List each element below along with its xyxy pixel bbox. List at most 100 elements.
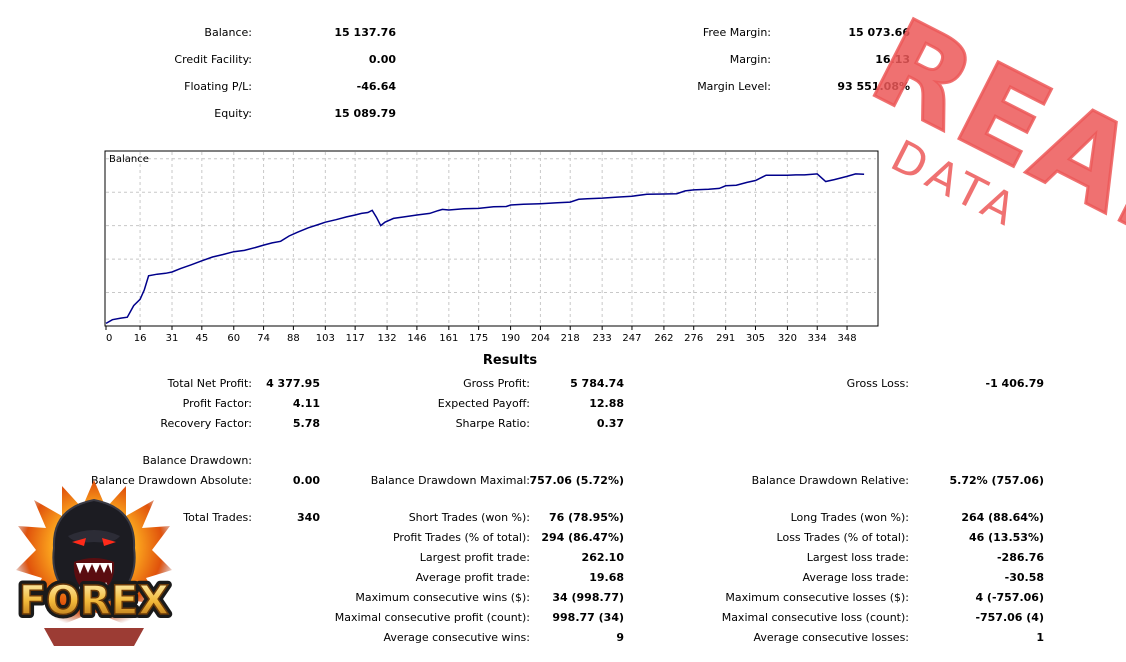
x-tick-label: 175: [469, 333, 488, 344]
avg-consec-losses-label: Average consecutive losses:: [753, 631, 909, 644]
maximal-consec-loss-value: -757.06 (4): [975, 611, 1044, 624]
avg-loss-value: -30.58: [1004, 571, 1044, 584]
balance-label: Balance:: [204, 26, 252, 39]
x-tick-label: 16: [134, 333, 147, 344]
credit-label: Credit Facility:: [174, 53, 252, 66]
balance-series-line: [105, 173, 865, 325]
total-trades-label: Total Trades:: [183, 511, 252, 524]
long-trades-label: Long Trades (won %):: [790, 511, 909, 524]
avg-consec-wins-label: Average consecutive wins:: [383, 631, 530, 644]
x-tick-label: 88: [287, 333, 300, 344]
max-consec-wins-value: 34 (998.77): [552, 591, 624, 604]
total-net-profit-label: Total Net Profit:: [167, 377, 252, 390]
long-trades-value: 264 (88.64%): [961, 511, 1044, 524]
sharpe-ratio-value: 0.37: [596, 417, 624, 430]
profit-factor-value: 4.11: [292, 397, 320, 410]
recovery-factor-label: Recovery Factor:: [160, 417, 252, 430]
short-trades-value: 76 (78.95%): [548, 511, 624, 524]
expected-payoff-value: 12.88: [589, 397, 624, 410]
chart-grid: [106, 152, 876, 326]
floating-value: -46.64: [356, 80, 396, 93]
largest-profit-value: 262.10: [581, 551, 624, 564]
x-tick-label: 262: [654, 333, 673, 344]
recovery-factor-value: 5.78: [292, 417, 320, 430]
avg-loss-label: Average loss trade:: [802, 571, 909, 584]
avg-profit-label: Average profit trade:: [415, 571, 530, 584]
free-margin-value: 15 073.66: [848, 26, 910, 39]
total-trades-value: 340: [297, 511, 320, 524]
avg-profit-value: 19.68: [589, 571, 624, 584]
x-tick-label: 276: [684, 333, 703, 344]
sharpe-ratio-label: Sharpe Ratio:: [455, 417, 530, 430]
balance-chart: Balance 97481081611883129501401715084 01…: [104, 150, 879, 344]
floating-label: Floating P/L:: [184, 80, 252, 93]
x-tick-label: 247: [622, 333, 641, 344]
bd-absolute-value: 0.00: [292, 474, 320, 487]
max-consec-losses-value: 4 (-757.06): [975, 591, 1044, 604]
margin-level-value: 93 551.08%: [837, 80, 910, 93]
x-tick-label: 218: [561, 333, 580, 344]
max-consec-wins-label: Maximum consecutive wins ($):: [355, 591, 530, 604]
bd-absolute-label: Balance Drawdown Absolute:: [90, 474, 252, 487]
avg-consec-losses-value: 1: [1036, 631, 1044, 644]
margin-level-label: Margin Level:: [697, 80, 771, 93]
chart-title: Balance: [109, 154, 149, 165]
gross-loss-label: Gross Loss:: [846, 377, 909, 390]
x-tick-label: 60: [227, 333, 240, 344]
profit-trades-value: 294 (86.47%): [541, 531, 624, 544]
equity-label: Equity:: [214, 107, 252, 120]
x-tick-label: 334: [808, 333, 827, 344]
bd-maximal-label: Balance Drawdown Maximal:: [370, 474, 530, 487]
maximal-consec-loss-label: Maximal consecutive loss (count):: [721, 611, 909, 624]
expected-payoff-label: Expected Payoff:: [437, 397, 530, 410]
maximal-consec-profit-value: 998.77 (34): [552, 611, 624, 624]
balance-value: 15 137.76: [334, 26, 396, 39]
x-axis-ticks: 0 16 31 45 60 74 88 103 117 132 146 161 175 190 204 218…: [105, 326, 857, 344]
equity-value: 15 089.79: [334, 107, 396, 120]
gorilla-icon: [52, 498, 136, 604]
x-tick-label: 291: [716, 333, 735, 344]
x-tick-label: 0: [106, 333, 112, 344]
x-tick-label: 161: [439, 333, 458, 344]
x-tick-label: 146: [407, 333, 426, 344]
profit-trades-label: Profit Trades (% of total):: [392, 531, 530, 544]
gross-loss-value: -1 406.79: [985, 377, 1045, 390]
x-tick-label: 31: [166, 333, 179, 344]
x-tick-label: 117: [346, 333, 365, 344]
x-tick-label: 320: [778, 333, 797, 344]
bd-maximal-value: 757.06 (5.72%): [529, 474, 625, 487]
credit-value: 0.00: [368, 53, 396, 66]
stamp-real-text: REAL: [851, 0, 1126, 278]
total-net-profit-value: 4 377.95: [266, 377, 320, 390]
x-tick-label: 190: [501, 333, 520, 344]
forex-logo-text: FOREX FOREX: [15, 574, 173, 628]
gross-profit-value: 5 784.74: [570, 377, 624, 390]
max-consec-losses-label: Maximum consecutive losses ($):: [725, 591, 909, 604]
bd-relative-value: 5.72% (757.06): [949, 474, 1045, 487]
x-tick-label: 204: [531, 333, 550, 344]
loss-trades-value: 46 (13.53%): [968, 531, 1044, 544]
stamp-data-text: DATA: [882, 130, 1029, 239]
maximal-consec-profit-label: Maximal consecutive profit (count):: [334, 611, 530, 624]
svg-text:FOREX: FOREX: [19, 578, 169, 624]
x-tick-label: 103: [316, 333, 335, 344]
loss-trades-label: Loss Trades (% of total):: [776, 531, 909, 544]
largest-profit-label: Largest profit trade:: [419, 551, 530, 564]
short-trades-label: Short Trades (won %):: [408, 511, 530, 524]
avg-consec-wins-value: 9: [616, 631, 624, 644]
largest-loss-value: -286.76: [996, 551, 1044, 564]
forex-logo: FOREX FOREX: [15, 480, 173, 646]
x-tick-label: 348: [837, 333, 856, 344]
x-tick-label: 233: [593, 333, 612, 344]
profit-factor-label: Profit Factor:: [182, 397, 252, 410]
largest-loss-label: Largest loss trade:: [806, 551, 909, 564]
balance-drawdown-label: Balance Drawdown:: [142, 454, 252, 467]
results-title: Results: [482, 353, 538, 368]
x-tick-label: 132: [378, 333, 397, 344]
free-margin-label: Free Margin:: [702, 26, 771, 39]
svg-text:FOREX: FOREX: [19, 578, 169, 624]
x-tick-label: 45: [195, 333, 208, 344]
gross-profit-label: Gross Profit:: [463, 377, 530, 390]
x-tick-label: 74: [257, 333, 270, 344]
margin-value: 16.13: [875, 53, 910, 66]
